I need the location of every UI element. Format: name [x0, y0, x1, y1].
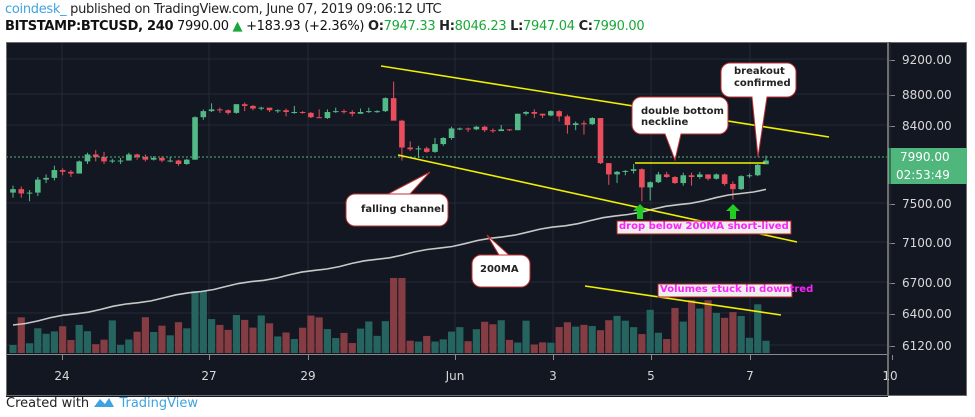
price-tick	[889, 60, 895, 61]
time-label: Jun	[445, 369, 465, 383]
volume-bars	[9, 278, 770, 353]
volumes-label-box	[657, 283, 793, 298]
drop-below-label: drop below 200MA short-lived	[619, 221, 789, 232]
price-tick	[889, 204, 895, 205]
price-label: 7500.00	[902, 197, 952, 211]
high-value: 8046.23	[454, 19, 507, 34]
time-label: 29	[300, 369, 316, 383]
price-label: 7100.00	[902, 236, 952, 250]
time-label: 27	[201, 369, 217, 383]
publish-info: coindesk_ published on TradingView.com, …	[5, 2, 442, 17]
time-tick	[553, 355, 554, 360]
falling-channel-callout	[345, 171, 449, 227]
time-axis[interactable]: 24 27 29 Jun 3 5 7 10	[6, 354, 898, 397]
price-label: 8800.00	[902, 88, 952, 102]
created-with-text: Created with	[6, 396, 94, 411]
low-label: L:	[510, 19, 524, 34]
time-tick	[209, 355, 210, 360]
published-text: published on TradingView.com, June 07, 2…	[66, 2, 442, 17]
time-tick	[62, 355, 63, 360]
volumes-label: Volumes stuck in downtred	[660, 284, 814, 295]
candlesticks	[10, 81, 769, 202]
open-value: 7947.33	[383, 19, 436, 34]
ma200-label: 200MA	[480, 264, 519, 275]
symbol: BITSTAMP:BTCUSD, 240	[5, 19, 174, 34]
time-label: 24	[54, 369, 70, 383]
bar-countdown: 02:53:49	[888, 166, 967, 184]
tradingview-logo-icon	[94, 398, 115, 407]
time-tick	[308, 355, 309, 360]
breakout-label: breakout confirmed	[734, 66, 791, 89]
price-label: 6400.00	[902, 307, 952, 321]
time-label: 5	[647, 369, 655, 383]
neckline-callout	[631, 96, 729, 162]
volume-trendline	[584, 285, 782, 316]
price-label: 6700.00	[902, 276, 952, 290]
price-label: 6120.00	[902, 339, 952, 353]
high-label: H:	[439, 19, 455, 34]
time-tick	[892, 355, 893, 360]
symbol-info: BITSTAMP:BTCUSD, 240 7990.00 ▲ +183.93 (…	[5, 19, 645, 34]
breakout-callout	[720, 62, 797, 158]
price-tick	[889, 283, 895, 284]
price-change: +183.93 (+2.36%)	[246, 19, 365, 34]
price-tick	[889, 126, 895, 127]
author-link[interactable]: coindesk_	[5, 2, 67, 17]
price-tick	[889, 314, 895, 315]
price-tick	[889, 95, 895, 96]
time-label: 3	[549, 369, 557, 383]
time-tick	[455, 355, 456, 360]
price-tick	[889, 243, 895, 244]
close-value: 7990.00	[592, 19, 645, 34]
low-value: 7947.04	[523, 19, 575, 34]
up-arrow-icon: ▲	[232, 19, 243, 34]
green-arrow-icon	[633, 204, 647, 219]
footer: Created with TradingView	[6, 396, 198, 411]
price-label: 9200.00	[902, 53, 952, 67]
tradingview-link[interactable]: TradingView	[119, 396, 198, 411]
last-price: 7990.00	[177, 19, 229, 34]
ma200-callout	[471, 234, 531, 288]
price-tick	[889, 346, 895, 347]
price-axis[interactable]: 9200.00 8800.00 8400.00 7500.00 7100.00 …	[888, 42, 967, 396]
drop-below-label-box	[616, 220, 792, 235]
time-tick	[651, 355, 652, 360]
price-label: 8400.00	[902, 119, 952, 133]
close-label: C:	[578, 19, 593, 34]
neckline-label: double bottom neckline	[641, 106, 724, 128]
green-arrow-icon	[726, 204, 740, 219]
current-price-tag: 7990.00	[888, 148, 967, 166]
time-tick	[750, 355, 751, 360]
time-label: 7	[746, 369, 754, 383]
time-label: 10	[882, 369, 898, 383]
open-label: O:	[367, 19, 384, 34]
falling-channel-label: falling channel	[361, 204, 445, 215]
